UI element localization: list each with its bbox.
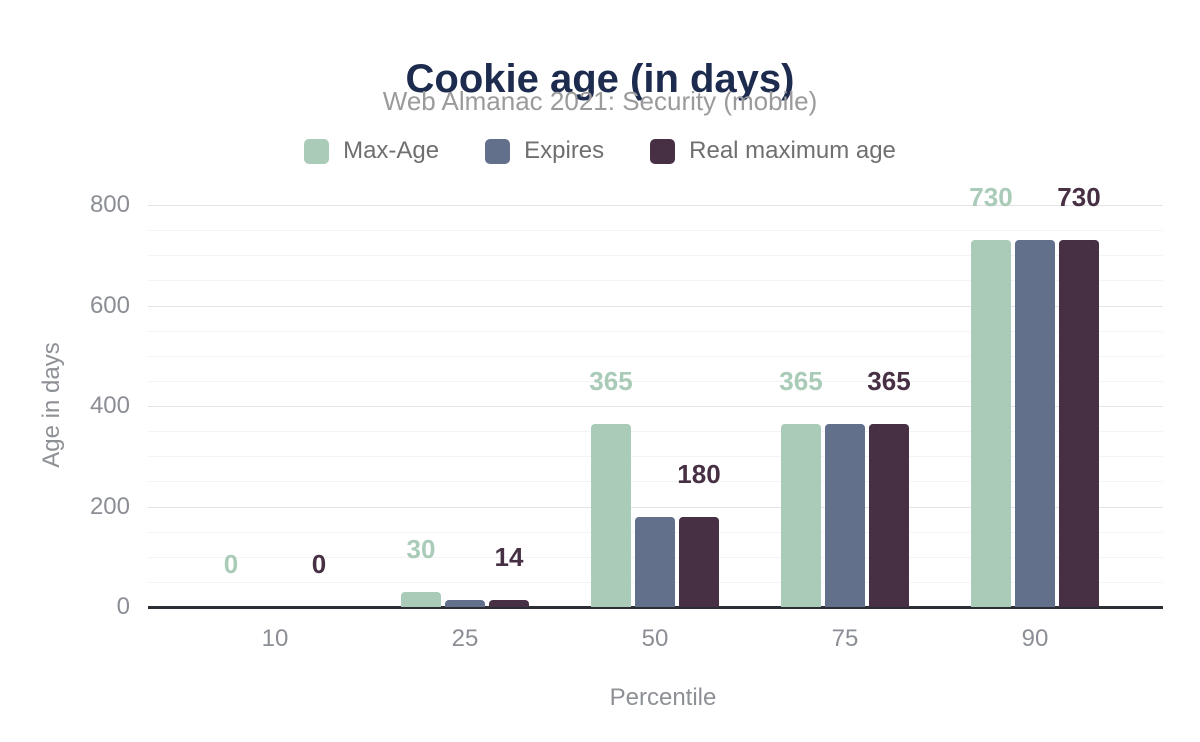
minor-gridline — [148, 380, 1163, 382]
major-gridline — [148, 506, 1163, 508]
bar-expires-p90[interactable] — [1015, 240, 1055, 607]
legend-item-real-maximum-age[interactable]: Real maximum age — [650, 137, 896, 165]
x-axis-title: Percentile — [609, 684, 717, 711]
bar-expires-p25[interactable] — [445, 600, 485, 607]
bar-value-label: 365 — [589, 365, 633, 396]
bar-value-label: 365 — [867, 365, 911, 396]
x-axis-tick-label: 75 — [831, 625, 859, 652]
bar-max-age-p75[interactable] — [781, 423, 821, 607]
legend-label: Expires — [524, 137, 605, 164]
bar-max-age-p50[interactable] — [591, 423, 631, 607]
legend-swatch-icon — [304, 138, 330, 164]
minor-gridline — [148, 230, 1163, 232]
page-title: Cookie age (in days) — [405, 56, 795, 101]
plot-area: 0 200 400 600 800 10 25 50 75 90 0 0 30 14 365 180 365 36… — [90, 184, 1163, 651]
bar-value-label: 730 — [1057, 182, 1101, 213]
bar-real-maximum-age-p25[interactable] — [489, 600, 529, 607]
legend-label: Real maximum age — [689, 137, 896, 164]
y-axis-tick-label: 200 — [89, 492, 130, 520]
major-gridline — [148, 406, 1163, 407]
bar-max-age-p90[interactable] — [971, 240, 1011, 607]
y-axis-tick-label: 600 — [89, 291, 130, 319]
legend-item-expires[interactable]: Expires — [485, 137, 604, 165]
minor-gridline — [148, 330, 1163, 332]
minor-gridline — [148, 456, 1163, 458]
bar-real-maximum-age-p90[interactable] — [1059, 240, 1099, 607]
x-axis-line — [148, 606, 1163, 609]
bar-value-label: 0 — [311, 549, 327, 579]
bar-value-label: 0 — [223, 549, 239, 579]
bar-value-label: 180 — [677, 458, 721, 489]
legend-swatch-icon — [485, 138, 511, 164]
minor-gridline — [148, 431, 1163, 433]
y-axis-tick-label: 0 — [116, 593, 130, 620]
y-axis-title: Age in days — [38, 342, 65, 468]
legend-swatch-icon — [650, 138, 676, 164]
bar-max-age-p25[interactable] — [401, 591, 441, 607]
legend-label: Max-Age — [343, 137, 440, 164]
major-gridline — [148, 305, 1163, 307]
bar-expires-p50[interactable] — [635, 516, 675, 607]
bar-expires-p75[interactable] — [825, 423, 865, 607]
x-axis-tick-label: 10 — [261, 625, 289, 652]
minor-gridline — [148, 255, 1163, 257]
bar-value-label: 30 — [406, 533, 436, 564]
minor-gridline — [148, 355, 1163, 357]
bar-real-maximum-age-p50[interactable] — [679, 516, 719, 607]
bar-value-label: 730 — [969, 182, 1013, 213]
major-gridline — [148, 205, 1163, 206]
bar-value-label: 14 — [494, 542, 524, 572]
x-axis-tick-label: 25 — [451, 625, 479, 652]
y-axis-tick-label: 400 — [89, 392, 130, 419]
legend-item-max-age[interactable]: Max-Age — [304, 137, 439, 165]
minor-gridline — [148, 280, 1163, 282]
legend: Max-Age Expires Real maximum age — [0, 136, 1200, 166]
minor-gridline — [148, 481, 1163, 483]
y-axis-tick-label: 800 — [89, 191, 130, 218]
bar-real-maximum-age-p75[interactable] — [869, 423, 909, 607]
x-axis-tick-label: 50 — [641, 625, 669, 652]
bar-value-label: 365 — [779, 365, 823, 396]
page-subtitle: Web Almanac 2021: Security (mobile) — [382, 86, 818, 116]
x-axis-tick-label: 90 — [1021, 625, 1049, 652]
